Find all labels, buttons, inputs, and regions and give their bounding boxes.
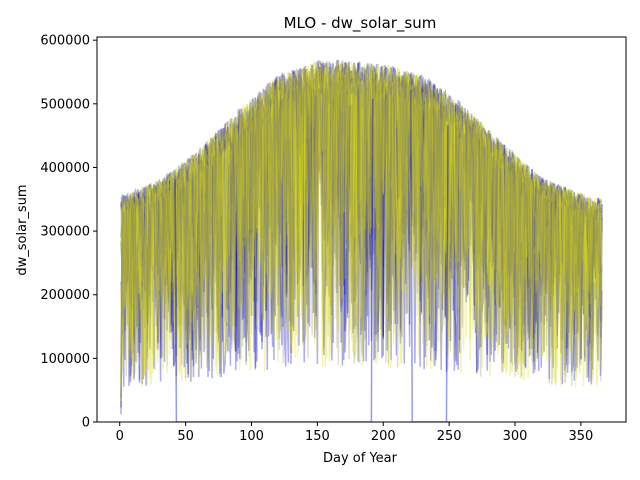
series-line-22 bbox=[120, 61, 603, 386]
zero-segment-0 bbox=[174, 98, 374, 422]
series-line-12 bbox=[120, 62, 603, 387]
series-line-14 bbox=[120, 63, 603, 386]
series-line-20 bbox=[120, 62, 603, 385]
series-line-10 bbox=[120, 62, 603, 387]
series-line-19 bbox=[120, 61, 603, 387]
series-line-7 bbox=[120, 60, 603, 387]
series-line-4 bbox=[120, 62, 603, 408]
series-line-16 bbox=[120, 63, 603, 380]
x-tick-label: 250 bbox=[437, 429, 462, 444]
series-line-13 bbox=[120, 62, 603, 383]
series-line-0 bbox=[120, 60, 603, 375]
x-tick-label: 350 bbox=[568, 429, 593, 444]
x-axis-label: Day of Year bbox=[323, 451, 398, 466]
x-tick-label: 300 bbox=[503, 429, 528, 444]
series-layer bbox=[120, 59, 603, 422]
zero-segment-1 bbox=[410, 89, 449, 422]
y-tick-label: 600000 bbox=[40, 34, 90, 49]
y-tick-label: 400000 bbox=[40, 161, 90, 176]
y-tick-label: 500000 bbox=[40, 97, 90, 112]
series-line-2 bbox=[120, 63, 603, 383]
y-tick-label: 200000 bbox=[40, 288, 90, 303]
x-tick-label: 100 bbox=[239, 429, 264, 444]
series-line-21 bbox=[120, 60, 603, 385]
y-tick-label: 0 bbox=[82, 416, 90, 431]
x-tick-label: 50 bbox=[177, 429, 194, 444]
x-tick-label: 200 bbox=[371, 429, 396, 444]
series-line-8 bbox=[120, 60, 603, 383]
x-tick-label: 0 bbox=[116, 429, 124, 444]
series-line-23 bbox=[120, 63, 603, 380]
y-tick-label: 300000 bbox=[40, 225, 90, 240]
y-tick-label: 100000 bbox=[40, 352, 90, 367]
y-axis-label: dw_solar_sum bbox=[15, 184, 30, 275]
series-line-9 bbox=[120, 63, 603, 368]
axes-layer: 0 50 100 150 200 250 300 350 0 100000 200000 300000… bbox=[40, 34, 627, 444]
series-line-5 bbox=[120, 63, 603, 384]
series-line-1 bbox=[120, 60, 603, 379]
series-line-17 bbox=[120, 61, 603, 401]
series-line-6 bbox=[120, 59, 603, 399]
series-line-15 bbox=[120, 61, 603, 382]
chart-title: MLO - dw_solar_sum bbox=[284, 14, 437, 33]
plot-frame bbox=[96, 36, 627, 423]
series-line-3 bbox=[120, 62, 603, 415]
series-line-11 bbox=[120, 61, 603, 402]
series-line-18 bbox=[120, 59, 603, 384]
x-tick-label: 150 bbox=[305, 429, 330, 444]
